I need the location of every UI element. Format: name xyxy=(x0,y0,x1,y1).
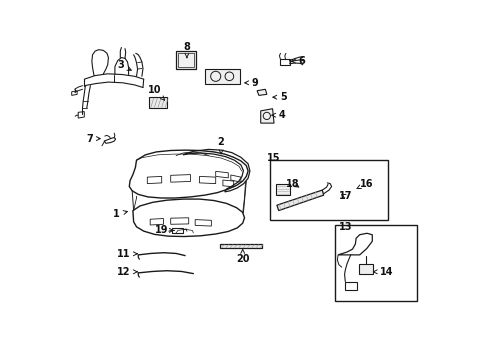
Text: 5: 5 xyxy=(272,92,287,102)
Text: 1: 1 xyxy=(113,209,127,219)
Bar xyxy=(269,160,387,220)
Text: 16: 16 xyxy=(356,179,373,189)
Text: 15: 15 xyxy=(266,153,280,163)
Polygon shape xyxy=(275,184,289,195)
Polygon shape xyxy=(204,69,240,84)
Text: 17: 17 xyxy=(338,191,351,201)
Polygon shape xyxy=(260,109,273,123)
Text: 4: 4 xyxy=(271,110,285,120)
Text: 3: 3 xyxy=(117,60,131,70)
Polygon shape xyxy=(149,97,167,108)
Text: 7: 7 xyxy=(86,134,100,144)
Text: 12: 12 xyxy=(117,267,137,277)
Text: 6: 6 xyxy=(291,56,305,66)
Polygon shape xyxy=(220,244,261,248)
Text: 14: 14 xyxy=(373,267,393,277)
Text: 10: 10 xyxy=(147,85,164,100)
Text: 13: 13 xyxy=(338,222,351,232)
Text: 20: 20 xyxy=(236,249,249,264)
Text: 19: 19 xyxy=(155,225,174,235)
Polygon shape xyxy=(257,89,266,95)
Text: 18: 18 xyxy=(285,179,299,189)
Bar xyxy=(334,225,416,301)
Polygon shape xyxy=(176,51,196,69)
Text: 2: 2 xyxy=(217,137,224,154)
Text: 11: 11 xyxy=(117,249,137,259)
Text: 9: 9 xyxy=(244,78,258,88)
Polygon shape xyxy=(358,264,373,274)
Polygon shape xyxy=(276,190,323,211)
Text: 8: 8 xyxy=(183,42,190,58)
